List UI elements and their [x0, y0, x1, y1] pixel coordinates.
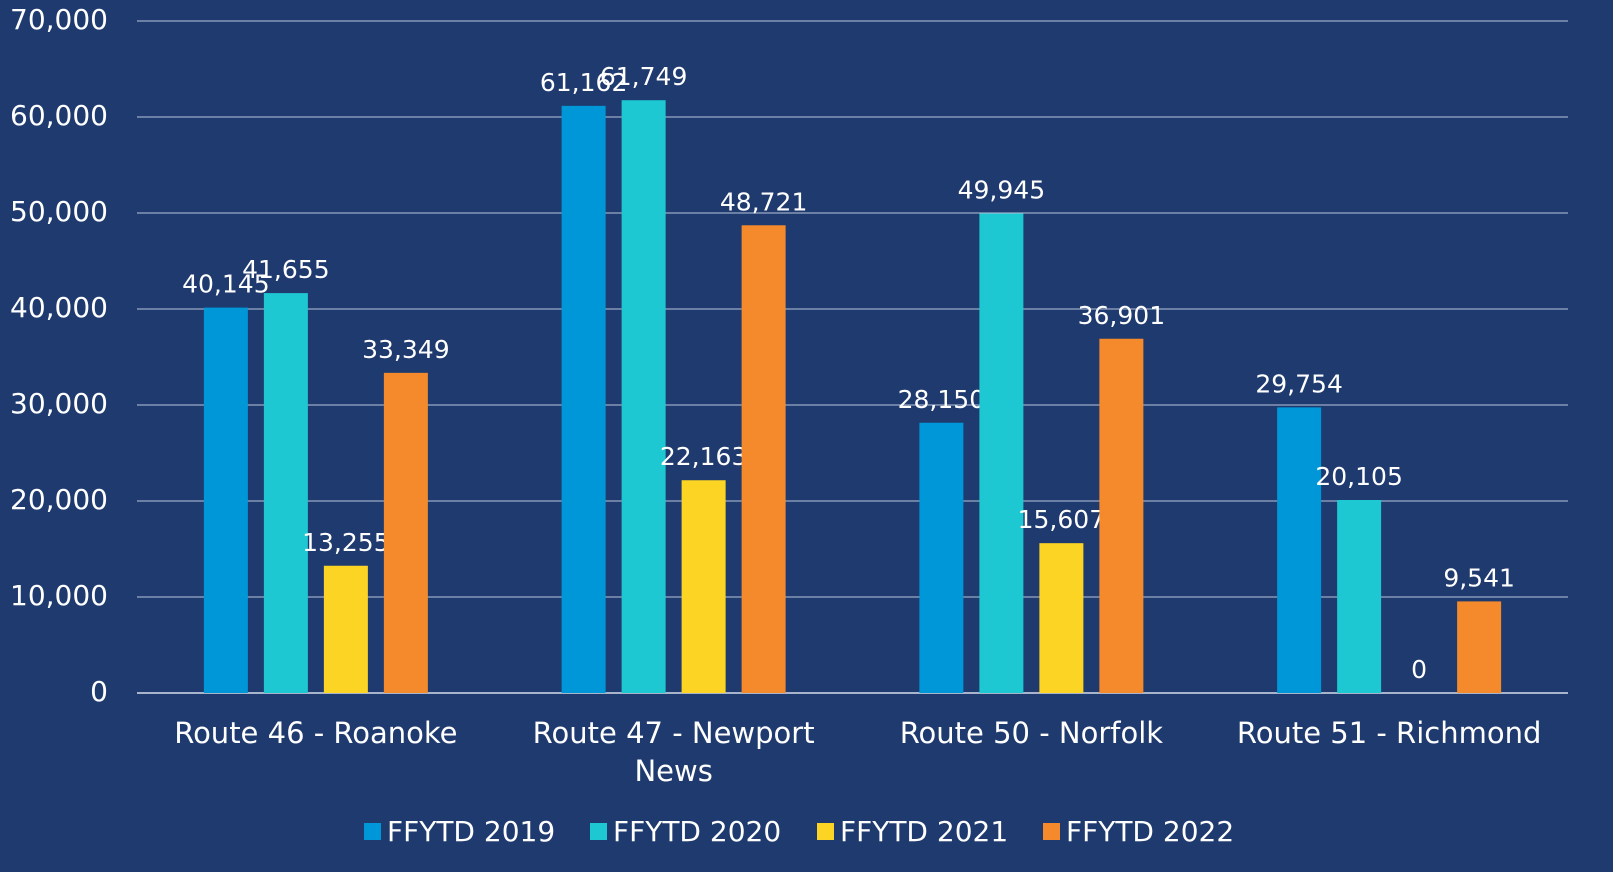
value-label: 36,901	[1078, 301, 1165, 330]
legend-label: FFYTD 2019	[387, 815, 555, 848]
y-tick-label: 70,000	[10, 3, 108, 36]
bar	[621, 100, 666, 694]
value-label: 13,255	[302, 528, 389, 557]
value-label: 9,541	[1443, 563, 1515, 592]
value-label: 0	[1411, 655, 1427, 684]
value-label: 20,105	[1315, 462, 1402, 491]
x-tick-label: Route 46 - Roanoke	[174, 716, 458, 750]
bar	[323, 565, 368, 693]
y-tick-label: 50,000	[10, 195, 108, 228]
y-tick-label: 40,000	[10, 291, 108, 324]
bar	[383, 372, 428, 693]
x-tick-label: Route 47 - Newport News	[532, 716, 815, 788]
legend-swatch	[364, 823, 381, 840]
y-tick-label: 30,000	[10, 387, 108, 420]
value-label: 15,607	[1018, 505, 1105, 534]
value-label: 40,145	[182, 270, 269, 299]
bar	[1277, 407, 1322, 693]
legend-label: FFYTD 2022	[1066, 815, 1234, 848]
bar	[561, 105, 606, 694]
bar	[681, 480, 726, 693]
y-tick-label: 60,000	[10, 99, 108, 132]
bar	[203, 307, 248, 693]
value-label: 29,754	[1255, 369, 1342, 398]
value-label: 48,721	[720, 187, 807, 216]
y-tick-label: 10,000	[10, 579, 108, 612]
bar	[741, 225, 786, 694]
legend-label: FFYTD 2020	[613, 815, 781, 848]
x-tick-label: Route 51 - Richmond	[1236, 716, 1542, 750]
bar	[1457, 601, 1502, 693]
bar	[1039, 543, 1084, 693]
bar	[1337, 499, 1382, 693]
value-label: 49,945	[958, 176, 1045, 205]
bar	[1099, 338, 1144, 693]
bar	[263, 293, 308, 693]
value-label: 33,349	[362, 335, 449, 364]
x-tick-label: Route 50 - Norfolk	[899, 716, 1164, 750]
bar	[979, 213, 1024, 693]
value-label: 22,163	[660, 442, 747, 471]
value-label: 61,749	[600, 62, 687, 91]
value-label: 61,162	[540, 68, 627, 97]
value-label: 41,655	[242, 255, 329, 284]
legend-swatch	[1043, 823, 1060, 840]
bar	[919, 422, 964, 693]
legend-swatch	[817, 823, 834, 840]
legend-label: FFYTD 2021	[840, 815, 1008, 848]
y-tick-label: 0	[90, 675, 108, 708]
y-tick-label: 20,000	[10, 483, 108, 516]
legend-swatch	[590, 823, 607, 840]
value-label: 28,150	[898, 385, 985, 414]
